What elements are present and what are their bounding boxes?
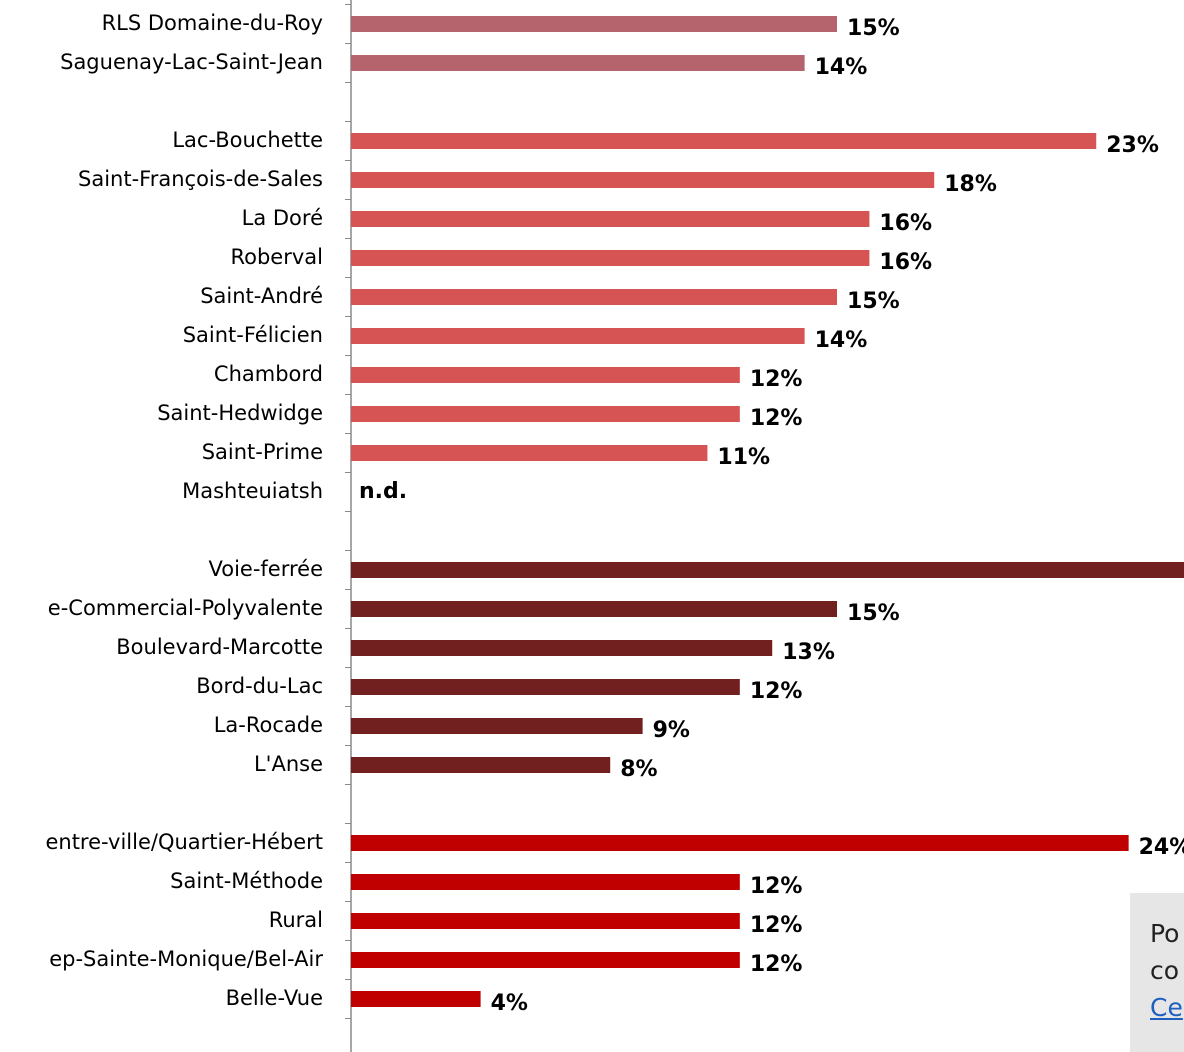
y-tick-label: Saguenay-Lac-Saint-Jean bbox=[60, 50, 323, 74]
value-label: 15% bbox=[847, 289, 900, 314]
y-tick-label: Belle-Vue bbox=[226, 986, 323, 1010]
note-box: Po co Ce bbox=[1130, 893, 1184, 1052]
y-tick-label: La Doré bbox=[242, 206, 323, 230]
bar bbox=[351, 718, 643, 734]
bar bbox=[351, 952, 740, 968]
value-label: 23% bbox=[1106, 133, 1159, 158]
value-label: 14% bbox=[815, 328, 868, 353]
y-tick-label: L'Anse bbox=[254, 752, 323, 776]
y-tick-label: Saint-François-de-Sales bbox=[78, 167, 323, 191]
bar bbox=[351, 835, 1129, 851]
value-label: 12% bbox=[750, 913, 803, 938]
y-tick-label: entre-ville/Quartier-Hébert bbox=[45, 830, 323, 854]
bar bbox=[351, 679, 740, 695]
value-label: 13% bbox=[782, 640, 835, 665]
y-tick-label: Chambord bbox=[214, 362, 323, 386]
bar bbox=[351, 211, 870, 227]
y-tick-label: La-Rocade bbox=[214, 713, 323, 737]
y-tick-label: Rural bbox=[269, 908, 323, 932]
value-label: 12% bbox=[750, 406, 803, 431]
y-tick-label: ep-Sainte-Monique/Bel-Air bbox=[49, 947, 323, 971]
bar bbox=[351, 913, 740, 929]
value-label: 12% bbox=[750, 367, 803, 392]
value-label: 24% bbox=[1139, 835, 1184, 860]
bar bbox=[351, 757, 611, 773]
y-tick-label: Boulevard-Marcotte bbox=[116, 635, 323, 659]
y-tick-label: e-Commercial-Polyvalente bbox=[48, 596, 323, 620]
y-tick-label: Saint-Méthode bbox=[170, 869, 323, 893]
bar bbox=[351, 16, 838, 32]
bar bbox=[351, 367, 740, 383]
y-tick-label: Saint-Prime bbox=[202, 440, 323, 464]
bar bbox=[351, 328, 805, 344]
bar bbox=[351, 133, 1097, 149]
bar bbox=[351, 445, 708, 461]
bar bbox=[351, 874, 740, 890]
value-label: 14% bbox=[815, 55, 868, 80]
value-label: 8% bbox=[620, 757, 657, 782]
value-label: 12% bbox=[750, 952, 803, 977]
value-label: 16% bbox=[879, 211, 932, 236]
y-tick-label: Saint-Hedwidge bbox=[157, 401, 323, 425]
note-line: Po bbox=[1150, 919, 1180, 948]
bar bbox=[351, 601, 838, 617]
value-label: 16% bbox=[879, 250, 932, 275]
value-label: 18% bbox=[944, 172, 997, 197]
bar bbox=[351, 991, 481, 1007]
y-tick-label: Lac-Bouchette bbox=[172, 128, 323, 152]
y-tick-label: Mashteuiatsh bbox=[182, 479, 323, 503]
value-label: 4% bbox=[491, 991, 528, 1016]
y-tick-label: Bord-du-Lac bbox=[196, 674, 323, 698]
bar bbox=[351, 562, 1184, 578]
value-label: 11% bbox=[717, 445, 770, 470]
note-link[interactable]: Ce bbox=[1150, 993, 1183, 1022]
value-label: 15% bbox=[847, 601, 900, 626]
value-label: 12% bbox=[750, 874, 803, 899]
bar bbox=[351, 172, 935, 188]
bar bbox=[351, 289, 838, 305]
y-tick-label: Voie-ferrée bbox=[208, 557, 323, 581]
bar bbox=[351, 406, 740, 422]
bar bbox=[351, 55, 805, 71]
value-label: n.d. bbox=[359, 479, 407, 504]
note-line: co bbox=[1150, 956, 1180, 985]
value-label: 9% bbox=[653, 718, 690, 743]
y-tick-label: Saint-Félicien bbox=[183, 323, 323, 347]
y-tick-label: Saint-André bbox=[200, 284, 323, 308]
bar bbox=[351, 250, 870, 266]
y-tick-label: RLS Domaine-du-Roy bbox=[102, 11, 323, 35]
value-label: 12% bbox=[750, 679, 803, 704]
y-tick-label: Roberval bbox=[230, 245, 323, 269]
value-label: 15% bbox=[847, 16, 900, 41]
bar bbox=[351, 640, 773, 656]
